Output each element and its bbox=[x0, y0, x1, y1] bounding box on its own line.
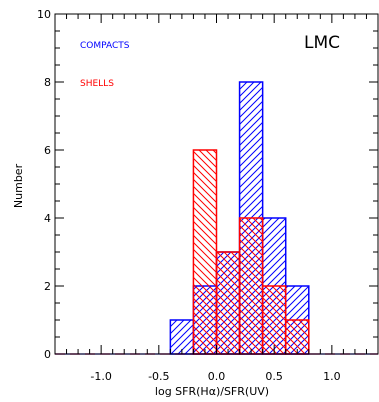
y-tick-label: 8 bbox=[44, 76, 51, 89]
shells-bar-5 bbox=[284, 319, 310, 355]
compacts-bar-0 bbox=[169, 319, 195, 355]
shells-bar-3 bbox=[238, 217, 264, 355]
shells-bar-2 bbox=[215, 251, 241, 355]
x-tick-label: -0.5 bbox=[148, 370, 169, 383]
y-tick-label: 6 bbox=[44, 144, 51, 157]
x-tick-label: 1.0 bbox=[323, 370, 341, 383]
x-tick-label: -1.0 bbox=[90, 370, 111, 383]
y-tick-label: 4 bbox=[44, 212, 51, 225]
y-axis-title: Number bbox=[12, 163, 25, 208]
legend-shells: SHELLS bbox=[80, 79, 114, 89]
panel-label: LMC bbox=[304, 33, 340, 53]
legend-compacts: COMPACTS bbox=[80, 41, 130, 51]
y-tick-label: 2 bbox=[44, 280, 51, 293]
x-axis-title: log SFR(Hα)/SFR(UV) bbox=[155, 385, 269, 398]
y-tick-label: 10 bbox=[37, 8, 51, 21]
y-tick-label: 0 bbox=[44, 348, 51, 361]
x-tick-label: 0.0 bbox=[208, 370, 226, 383]
shells-bar-1 bbox=[192, 149, 218, 355]
x-tick-label: 0.5 bbox=[265, 370, 283, 383]
shells-bar-4 bbox=[261, 285, 287, 355]
